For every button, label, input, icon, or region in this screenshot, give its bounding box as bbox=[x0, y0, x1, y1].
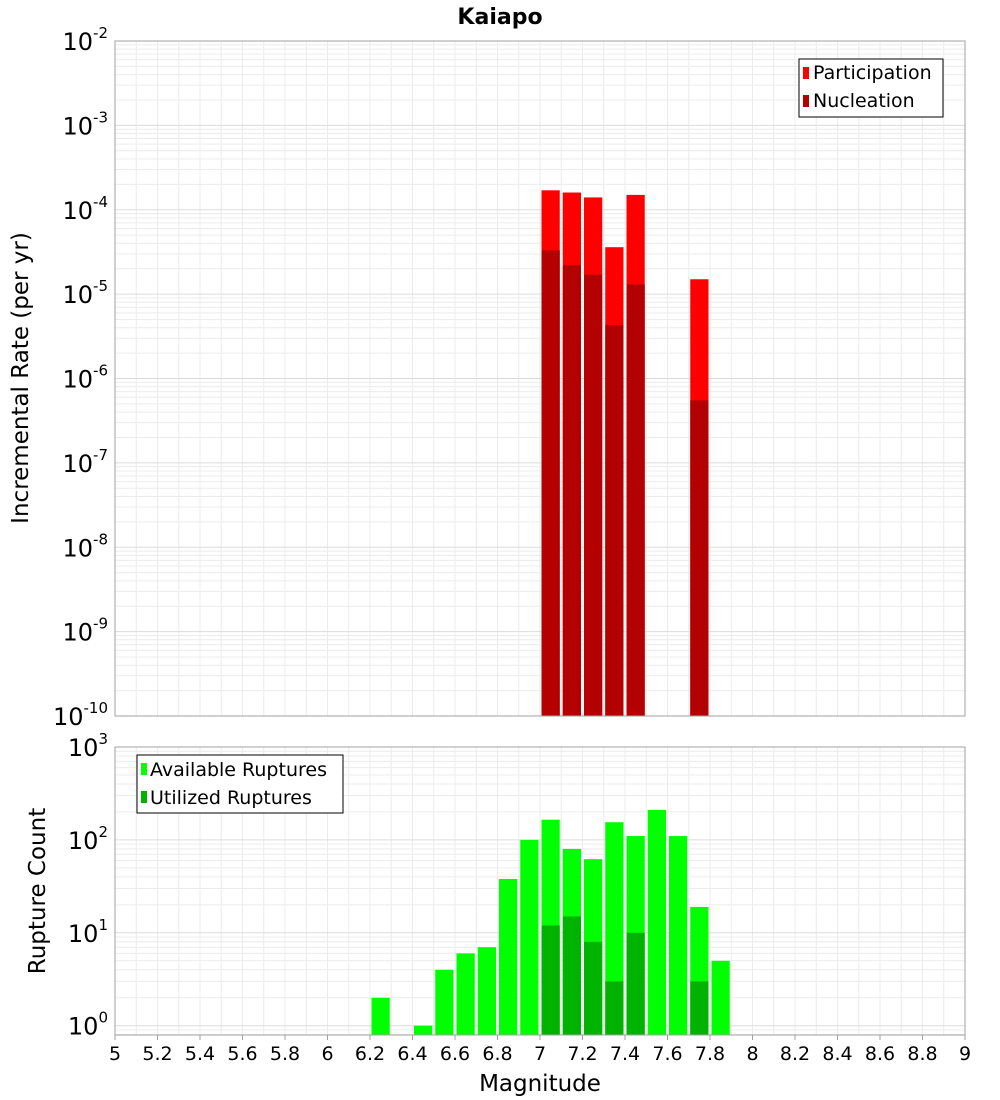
available-ruptures-bar bbox=[669, 836, 688, 1035]
rate-y-tick-label: 10-6 bbox=[62, 362, 108, 394]
count-y-label: Rupture Count bbox=[25, 808, 51, 974]
rate-y-tick-label: 10-5 bbox=[62, 277, 108, 309]
available-ruptures-bar bbox=[499, 878, 518, 1035]
nucleation-legend-label: Nucleation bbox=[813, 90, 915, 112]
x-tick-label: 8 bbox=[746, 1043, 758, 1065]
utilized-ruptures-bar bbox=[562, 916, 581, 1035]
nucleation-bar bbox=[626, 284, 645, 716]
available-ruptures-bar bbox=[371, 997, 390, 1035]
chart-title: Kaiapo bbox=[457, 5, 542, 30]
x-tick-label: 7.4 bbox=[610, 1043, 640, 1065]
x-tick-label: 5.4 bbox=[185, 1043, 215, 1065]
nucleation-bar bbox=[605, 325, 624, 716]
x-tick-label: 5 bbox=[109, 1043, 121, 1065]
count-legend-box bbox=[136, 754, 344, 814]
rate-y-ticks: 10-10 10-9 10-8 10-7 10-6 10-5 10-4 10-3 10-2 bbox=[53, 24, 108, 731]
count-bars bbox=[371, 809, 730, 1035]
utilized-legend-label: Utilized Ruptures bbox=[150, 787, 312, 809]
available-ruptures-bar bbox=[414, 1025, 433, 1035]
x-tick-label: 5.2 bbox=[142, 1043, 172, 1065]
utilized-ruptures-bar bbox=[626, 932, 645, 1035]
available-legend-swatch bbox=[141, 763, 147, 775]
x-tick-label: 5.6 bbox=[227, 1043, 257, 1065]
x-tick-label: 9 bbox=[959, 1043, 971, 1065]
rate-bars bbox=[541, 190, 709, 717]
nucleation-bar bbox=[562, 265, 581, 716]
rate-legend: Participation Nucleation bbox=[798, 58, 944, 118]
count-legend: Available Ruptures Utilized Ruptures bbox=[136, 754, 344, 814]
count-panel: 100 101 102 103 Rupture Count Available Rup… bbox=[25, 730, 966, 1041]
count-y-tick-label: 101 bbox=[68, 916, 108, 948]
available-ruptures-bar bbox=[647, 809, 666, 1035]
participation-legend-swatch bbox=[803, 67, 809, 79]
utilized-ruptures-bar bbox=[690, 981, 709, 1035]
rate-y-tick-label: 10-7 bbox=[62, 446, 108, 478]
rate-y-tick-label: 10-10 bbox=[53, 699, 108, 731]
utilized-ruptures-bar bbox=[605, 981, 624, 1035]
x-tick-label: 5.8 bbox=[270, 1043, 300, 1065]
count-y-tick-label: 103 bbox=[68, 730, 108, 762]
x-tick-label: 8.2 bbox=[780, 1043, 810, 1065]
rate-y-label: Incremental Rate (per yr) bbox=[8, 232, 34, 524]
x-tick-label: 7.8 bbox=[695, 1043, 725, 1065]
count-y-ticks: 100 101 102 103 bbox=[68, 730, 108, 1041]
nucleation-bar bbox=[690, 400, 709, 716]
available-ruptures-bar bbox=[711, 960, 730, 1035]
available-ruptures-bar bbox=[435, 969, 454, 1035]
nucleation-bar bbox=[584, 274, 603, 716]
x-tick-label: 7 bbox=[534, 1043, 546, 1065]
rate-y-tick-label: 10-2 bbox=[62, 24, 108, 56]
available-ruptures-bar bbox=[520, 839, 539, 1035]
x-tick-label: 8.8 bbox=[907, 1043, 937, 1065]
x-tick-label: 6.6 bbox=[440, 1043, 470, 1065]
available-legend-label: Available Ruptures bbox=[150, 759, 327, 781]
x-tick-label: 7.2 bbox=[567, 1043, 597, 1065]
x-axis-label: Magnitude bbox=[479, 1071, 601, 1097]
available-ruptures-bar bbox=[456, 953, 475, 1035]
rate-y-tick-label: 10-8 bbox=[62, 530, 108, 562]
x-tick-label: 6.2 bbox=[355, 1043, 385, 1065]
rate-y-tick-label: 10-9 bbox=[62, 615, 108, 647]
rate-y-tick-label: 10-4 bbox=[62, 193, 108, 225]
participation-legend-label: Participation bbox=[813, 62, 932, 84]
count-y-tick-label: 102 bbox=[68, 823, 108, 855]
utilized-ruptures-bar bbox=[584, 941, 603, 1035]
x-tick-label: 7.6 bbox=[652, 1043, 682, 1065]
available-ruptures-bar bbox=[477, 947, 496, 1035]
x-tick-label: 6 bbox=[321, 1043, 333, 1065]
rate-y-tick-label: 10-3 bbox=[62, 108, 108, 140]
rate-plot-frame bbox=[114, 40, 966, 717]
x-tick-label: 8.4 bbox=[822, 1043, 852, 1065]
x-tick-label: 6.4 bbox=[397, 1043, 427, 1065]
nucleation-bar bbox=[541, 250, 560, 717]
rate-grid bbox=[114, 40, 966, 717]
x-tick-label: 8.6 bbox=[865, 1043, 895, 1065]
utilized-legend-swatch bbox=[141, 791, 147, 803]
rate-legend-box bbox=[798, 58, 944, 118]
rate-panel: 10-10 10-9 10-8 10-7 10-6 10-5 10-4 10-3 10-2 In… bbox=[8, 24, 966, 731]
x-axis-ticks: 5 5.2 5.4 5.6 5.8 6 6.2 6.4 6.6 6.8 7 7.2 7.4 7.6 7.8 8… bbox=[109, 1035, 971, 1065]
utilized-ruptures-bar bbox=[541, 925, 560, 1035]
x-tick-label: 6.8 bbox=[482, 1043, 512, 1065]
count-y-tick-label: 100 bbox=[68, 1009, 108, 1041]
nucleation-legend-swatch bbox=[803, 95, 809, 107]
